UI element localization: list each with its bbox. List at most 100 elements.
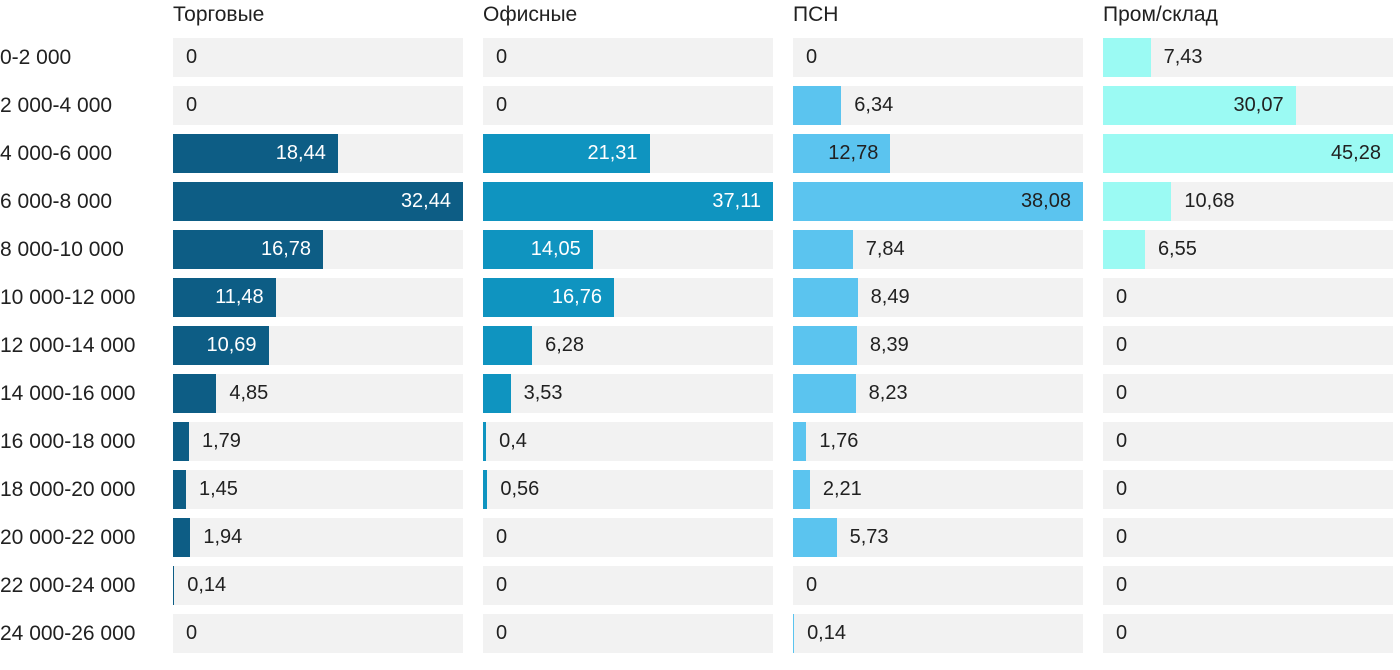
chart-cell: 8,23 <box>793 374 1083 422</box>
bar-track: 0 <box>1103 518 1393 557</box>
bar <box>173 470 186 509</box>
value-label: 0,14 <box>187 574 227 596</box>
bar <box>483 230 593 269</box>
bar-track: 0 <box>483 38 773 77</box>
chart-cell: 1,79 <box>173 422 463 470</box>
bar-track: 1,79 <box>173 422 463 461</box>
value-label: 1,79 <box>202 430 241 452</box>
value-label: 0 <box>496 622 508 644</box>
chart-cell: 0,14 <box>173 566 463 614</box>
bar <box>483 134 650 173</box>
chart-cell: 0 <box>793 38 1083 86</box>
bar-track: 12,78 <box>793 134 1083 173</box>
chart-cell: 1,94 <box>173 518 463 566</box>
value-label: 11,48 <box>215 286 264 308</box>
row-label: 18 000-20 000 <box>0 477 136 501</box>
value-label: 0 <box>496 574 508 596</box>
value-label: 45,28 <box>1330 142 1381 164</box>
bar-track: 0 <box>173 86 463 125</box>
bar-track: 0,14 <box>173 566 463 605</box>
value-label: 0 <box>496 526 508 548</box>
bar-track: 7,84 <box>793 230 1083 269</box>
bar-track: 8,23 <box>793 374 1083 413</box>
chart-cell: 37,11 <box>483 182 773 230</box>
bar-track: 4,85 <box>173 374 463 413</box>
value-label: 16,76 <box>551 286 602 308</box>
bar-track: 1,76 <box>793 422 1083 461</box>
bar-track: 2,21 <box>793 470 1083 509</box>
chart-cell: 3,53 <box>483 374 773 422</box>
value-label: 5,73 <box>849 526 889 548</box>
bar-track: 16,78 <box>173 230 463 269</box>
chart-cell: 21,31 <box>483 134 773 182</box>
chart-cell: 18,44 <box>173 134 463 182</box>
bar-track: 6,34 <box>793 86 1083 125</box>
chart-cell: 32,44 <box>173 182 463 230</box>
bar-track: 7,43 <box>1103 38 1393 77</box>
chart-cell: 45,28 <box>1103 134 1393 182</box>
bar-track: 3,53 <box>483 374 773 413</box>
chart-cell: 6,34 <box>793 86 1083 134</box>
bar-track: 16,76 <box>483 278 773 317</box>
value-label: 0 <box>1116 382 1128 404</box>
chart-cell: 0 <box>1103 566 1393 614</box>
chart-cell: 1,45 <box>173 470 463 518</box>
chart-cell: 12,78 <box>793 134 1083 182</box>
value-label: 0,56 <box>500 478 540 500</box>
bar <box>173 374 217 413</box>
chart-cell: 0 <box>1103 326 1393 374</box>
chart-cell: 10,68 <box>1103 182 1393 230</box>
value-label: 0 <box>186 94 198 116</box>
value-label: 4,85 <box>229 382 269 404</box>
row-label: 10 000-12 000 <box>0 285 136 309</box>
row-label: 6 000-8 000 <box>0 189 113 213</box>
bar-track: 0 <box>1103 278 1393 317</box>
bar-track: 21,31 <box>483 134 773 173</box>
chart-cell: 10,69 <box>173 326 463 374</box>
chart-cell: 0 <box>483 86 773 134</box>
chart-cell: 0,56 <box>483 470 773 518</box>
chart-cell: 4,85 <box>173 374 463 422</box>
row-label: 12 000-14 000 <box>0 333 136 357</box>
bar-track: 0 <box>793 38 1083 77</box>
bar-track: 0 <box>483 566 773 605</box>
bar <box>173 326 269 365</box>
bar <box>1103 86 1296 125</box>
bar <box>793 182 1083 221</box>
chart-cell: 5,73 <box>793 518 1083 566</box>
bar <box>173 566 175 605</box>
chart-cell: 2,21 <box>793 470 1083 518</box>
bar-track: 0 <box>1103 614 1393 653</box>
bar-track: 37,11 <box>483 182 773 221</box>
row-label: 4 000-6 000 <box>0 141 113 165</box>
value-label: 6,28 <box>545 334 585 356</box>
bar <box>173 134 338 173</box>
value-label: 6,34 <box>854 94 894 116</box>
chart-cell: 16,76 <box>483 278 773 326</box>
bar-track: 38,08 <box>793 182 1083 221</box>
chart-cell: 7,43 <box>1103 38 1393 86</box>
bar-track: 0,56 <box>483 470 773 509</box>
column-header-3: ПСН <box>793 3 839 26</box>
row-label: 16 000-18 000 <box>0 429 136 453</box>
bar <box>483 422 487 461</box>
chart-corner-spacer <box>0 0 153 38</box>
value-label: 0 <box>1116 574 1128 596</box>
value-label: 3,53 <box>523 382 563 404</box>
value-label: 0,4 <box>499 430 527 452</box>
bar <box>173 518 191 557</box>
chart-cell: 0,4 <box>483 422 773 470</box>
bar-track: 32,44 <box>173 182 463 221</box>
chart-cell: 1,76 <box>793 422 1083 470</box>
chart-cell: 0 <box>483 518 773 566</box>
chart-cell: 0 <box>483 614 773 662</box>
column-header-2: Офисные <box>483 3 578 26</box>
value-label: 16,78 <box>260 238 312 260</box>
bar-track: 0 <box>1103 470 1393 509</box>
bar-track: 0 <box>1103 326 1393 365</box>
value-label: 0 <box>186 622 198 644</box>
chart-cell: 6,28 <box>483 326 773 374</box>
chart-cell: 6,55 <box>1103 230 1393 278</box>
chart-cell: 0 <box>173 614 463 662</box>
chart-cell: 0 <box>1103 374 1393 422</box>
